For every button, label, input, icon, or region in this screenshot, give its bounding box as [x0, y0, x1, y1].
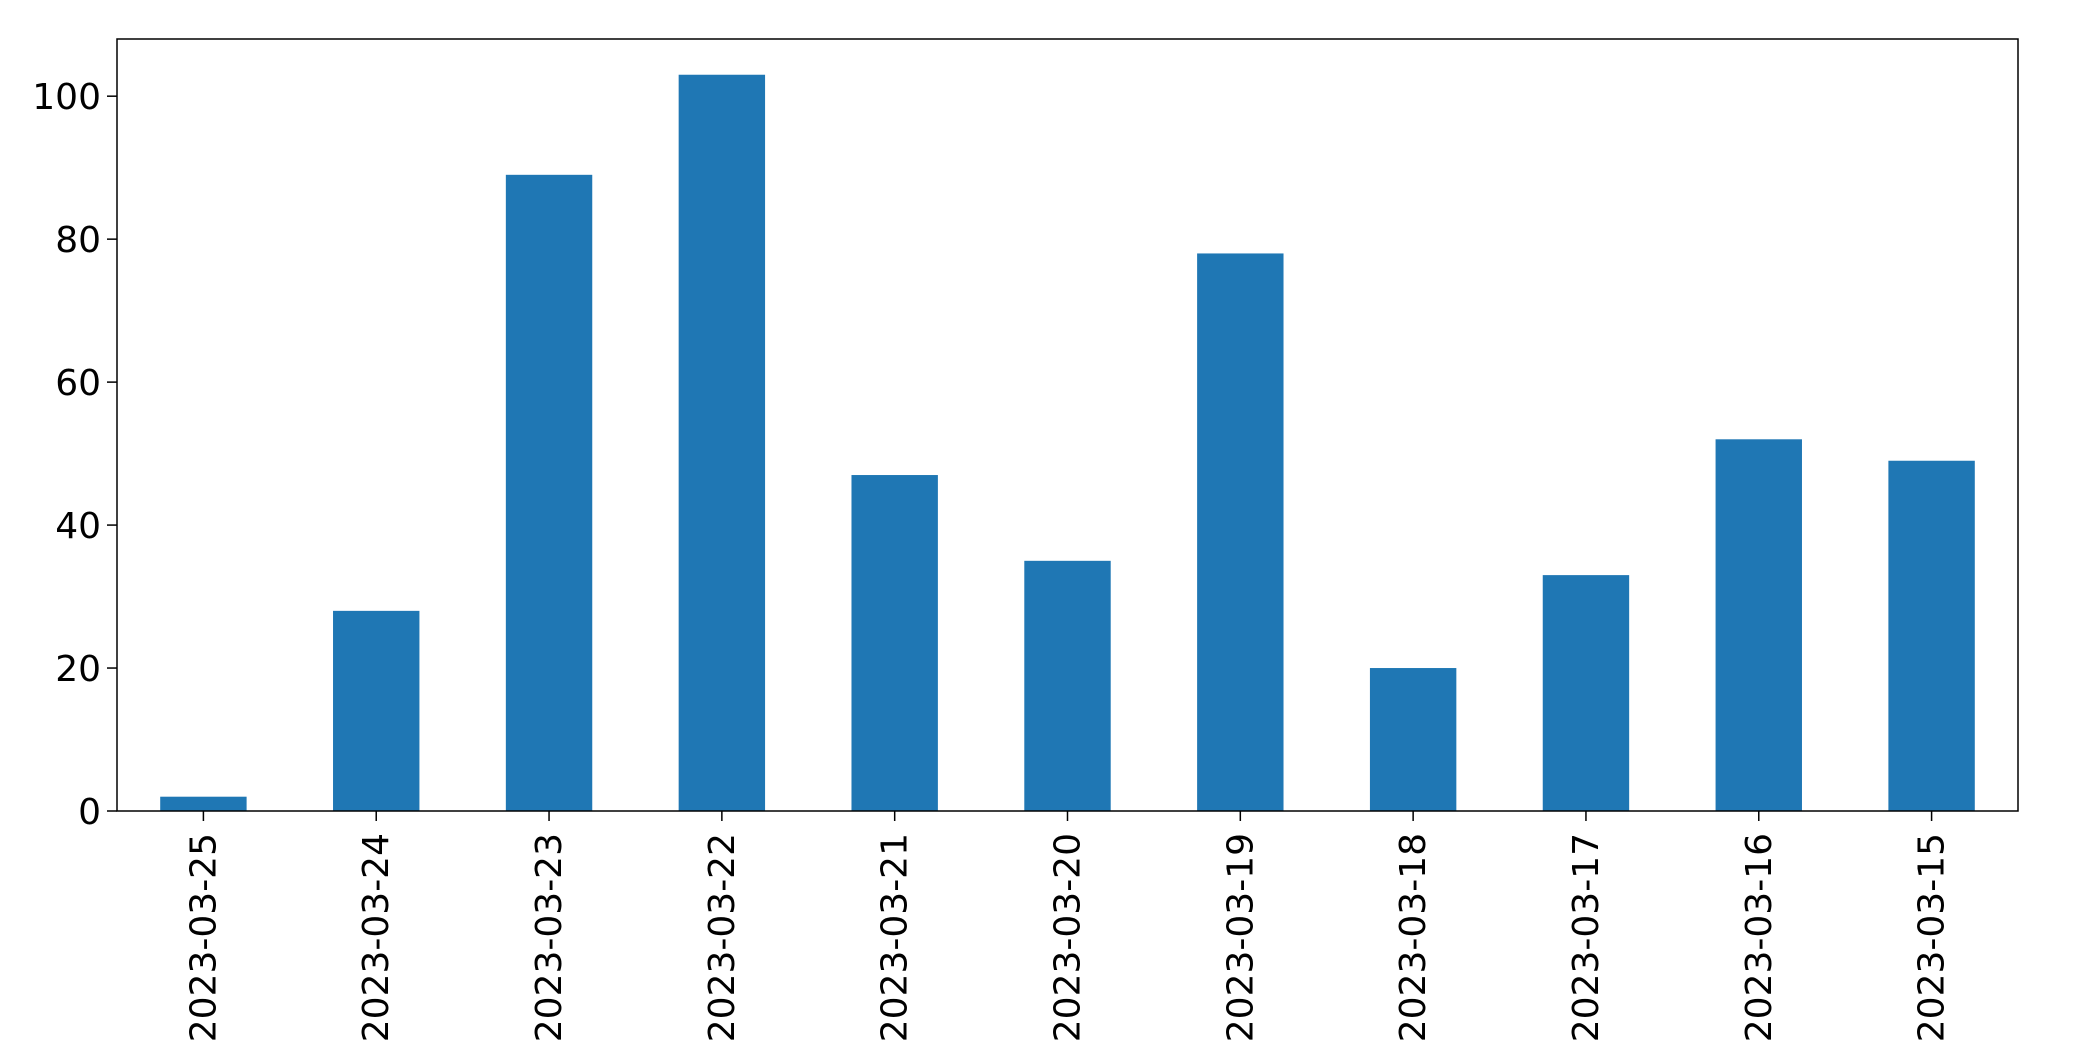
y-tick-label: 20 — [55, 649, 101, 690]
x-tick-label: 2023-03-16 — [1739, 833, 1780, 1042]
x-tick-label: 2023-03-19 — [1220, 833, 1261, 1042]
bar-2023-03-22 — [678, 74, 766, 812]
y-axis: 0 20 40 60 80 100 — [32, 77, 117, 833]
bar-2023-03-24 — [333, 610, 420, 811]
bar-2023-03-20 — [1024, 560, 1111, 811]
bars-group — [160, 74, 1975, 812]
y-tick-label: 60 — [55, 363, 101, 404]
y-tick-label: 40 — [55, 506, 101, 547]
bar-2023-03-18 — [1369, 668, 1457, 811]
x-tick-label: 2023-03-17 — [1566, 833, 1607, 1042]
bar-2023-03-21 — [851, 475, 938, 811]
x-tick-label: 2023-03-21 — [875, 833, 916, 1042]
bar-2023-03-15 — [1888, 460, 1975, 811]
y-tick-label: 0 — [78, 792, 101, 833]
plot-frame — [116, 38, 2019, 812]
x-tick-label: 2023-03-22 — [702, 833, 743, 1042]
y-tick-label: 100 — [32, 77, 101, 118]
x-tick-label: 2023-03-25 — [183, 833, 224, 1042]
bar-2023-03-25 — [160, 796, 247, 811]
bar-2023-03-23 — [505, 174, 593, 811]
x-tick-label: 2023-03-23 — [529, 833, 570, 1042]
x-tick-label: 2023-03-20 — [1048, 833, 1089, 1042]
x-tick-label: 2023-03-24 — [356, 833, 397, 1042]
x-tick-label: 2023-03-15 — [1912, 833, 1953, 1042]
bar-2023-03-19 — [1197, 253, 1284, 811]
bar-2023-03-17 — [1542, 575, 1630, 811]
bar-2023-03-16 — [1715, 439, 1802, 811]
x-tick-label: 2023-03-18 — [1393, 833, 1434, 1042]
y-tick-label: 80 — [55, 220, 101, 261]
x-axis: 2023-03-25 2023-03-24 2023-03-23 2023-03-22… — [183, 811, 1953, 1042]
